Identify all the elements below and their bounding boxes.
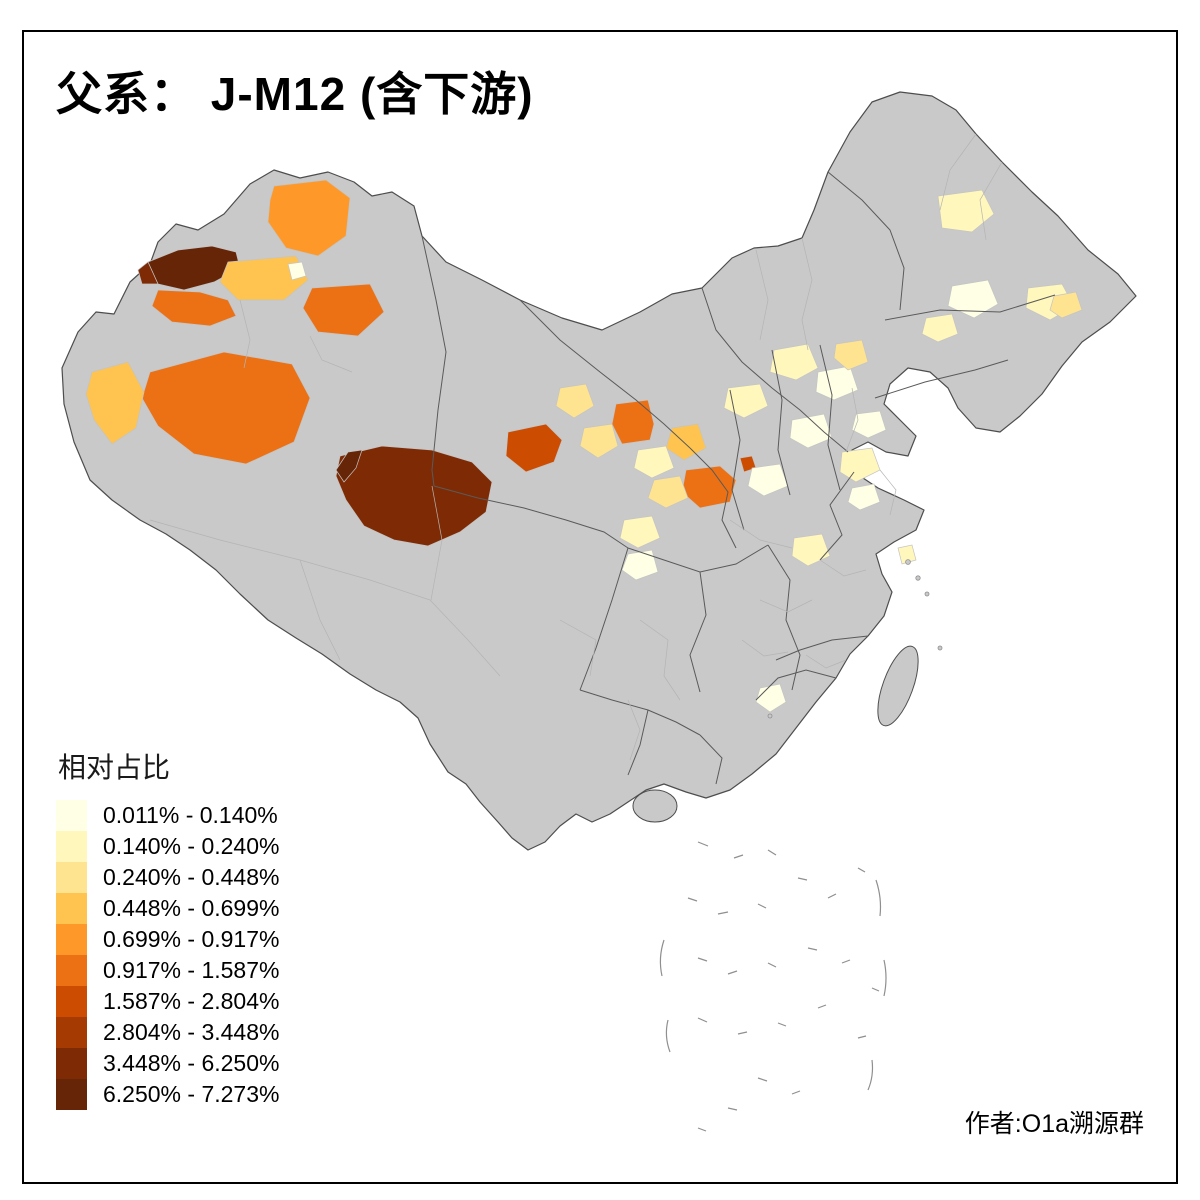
south-china-sea-islands [659,841,887,1132]
legend-item: 0.011% - 0.140% [56,800,279,831]
map-region [621,549,659,581]
map-region [839,447,881,483]
map-region [921,313,959,343]
map-region [151,289,237,327]
map-region [85,361,145,445]
map-region [579,423,619,459]
nine-dash-segment [883,959,887,997]
author-credit: 作者:O1a溯源群 [964,1110,1144,1138]
map-region [789,413,833,449]
map-region [505,423,563,473]
map-region [833,339,869,371]
legend-item: 3.448% - 6.250% [56,1048,279,1079]
map-region [791,533,831,567]
legend-label: 6.250% - 7.273% [103,1081,280,1107]
map-region [723,383,769,419]
coastal-islets [767,559,943,719]
colored-regions [85,179,1083,713]
map-region [302,283,385,337]
map-region [747,463,789,497]
map-region [335,445,493,547]
legend-swatch [56,986,87,1017]
legend-swatch [56,1048,87,1079]
legend-item: 0.140% - 0.240% [56,831,279,862]
map-region [647,475,689,509]
nine-dash-segment [875,879,882,917]
legend-swatch [56,831,87,862]
legend-label: 0.448% - 0.699% [103,895,280,921]
legend-item: 0.448% - 0.699% [56,893,279,924]
map-region [665,423,707,461]
legend-label: 0.917% - 1.587% [103,957,280,983]
nine-dash-segment [659,939,665,977]
mainland-outline [61,91,1137,851]
legend-label: 0.011% - 0.140% [103,802,278,828]
legend-item: 0.917% - 1.587% [56,955,279,986]
legend-item: 0.699% - 0.917% [56,924,279,955]
map-region [851,410,887,439]
map-title: 父系： J-M12 (含下游) [56,68,534,120]
map-region [847,483,881,511]
map-region [633,445,675,479]
legend-label: 3.448% - 6.250% [103,1050,280,1076]
legend-swatch [56,1017,87,1048]
legend-item: 2.804% - 3.448% [56,1017,279,1048]
legend-label: 1.587% - 2.804% [103,988,280,1014]
legend-swatch [56,862,87,893]
legend-title: 相对占比 [58,752,171,783]
legend-swatch [56,800,87,831]
legend-label: 0.240% - 0.448% [103,864,280,890]
map-region [335,449,363,483]
legend-swatch [56,924,87,955]
legend-label: 0.140% - 0.240% [103,833,280,859]
plot-frame [22,30,1178,1184]
legend-item: 6.250% - 7.273% [56,1079,279,1110]
map-region [1049,291,1083,319]
legend-swatch [56,1079,87,1110]
nine-dash-segment [665,1019,671,1053]
legend: 相对占比 0.011% - 0.140% 0.140% - 0.240% 0.2… [56,746,279,1110]
nine-dash-segment [867,1059,874,1091]
map-region [619,515,661,549]
legend-swatch [56,893,87,924]
map-region [219,255,309,301]
map-region [555,383,595,419]
map-region [947,279,999,319]
map-region [897,544,917,565]
legend-swatch [56,955,87,986]
province-borders [421,171,1056,785]
legend-item: 0.240% - 0.448% [56,862,279,893]
map-region [287,261,307,281]
taiwan-island [877,645,919,727]
map-region [769,343,819,381]
legend-label: 0.699% - 0.917% [103,926,280,952]
islands [632,559,943,823]
prefecture-borders [149,133,1003,761]
hainan-island [632,789,678,823]
map-region [267,179,351,257]
legend-item: 1.587% - 2.804% [56,986,279,1017]
legend-label: 2.804% - 3.448% [103,1019,280,1045]
map-region [141,351,311,465]
map-region [137,261,159,285]
